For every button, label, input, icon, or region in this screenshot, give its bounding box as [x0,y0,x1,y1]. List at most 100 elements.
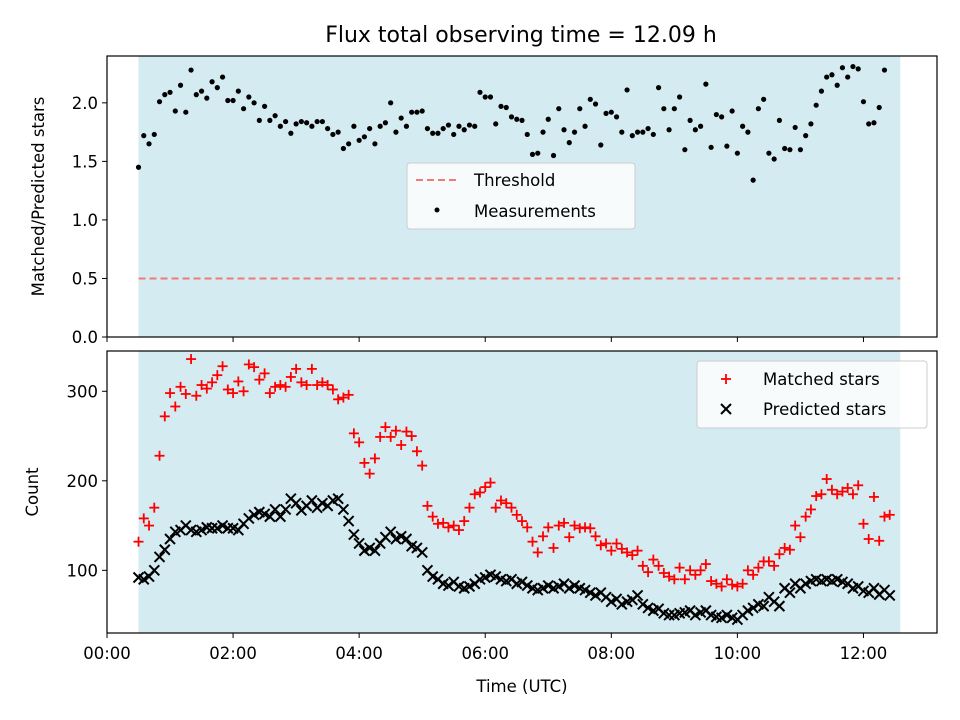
measurement-point [293,121,299,127]
matched-star-point [207,377,218,388]
matched-star-point [763,556,774,567]
matched-star-point [264,388,275,399]
measurement-point [645,125,651,132]
matched-star-point [616,543,627,554]
bottom-axes-frame [106,350,938,634]
matched-star-point [138,513,149,524]
bottom-x-tick-label: 04:00 [335,644,383,663]
matched-star-point [406,431,417,442]
matched-star-point [548,542,559,553]
measurement-point [750,177,756,183]
predicted-star-point [337,503,350,516]
measurement-point [298,118,304,125]
predicted-star-point [400,533,413,545]
measurement-point [650,131,656,138]
bottom-legend-box [696,360,928,429]
bottom-panel: 100 200 300 00:00 02:00 04:00 06:00 08:00 10:00… [23,350,938,696]
measurement-point [729,108,735,114]
matched-star-point [495,495,506,506]
matched-star-point [795,532,806,543]
measurement-point [713,111,719,118]
measurements-points [135,63,888,183]
predicted-star-point [516,576,528,588]
matched-star-point [711,578,722,589]
matched-star-point [606,545,617,556]
measurement-point [382,120,389,126]
measurement-point [177,82,184,88]
matched-star-point [411,446,422,457]
matched-star-point [312,380,323,391]
matched-star-point [364,468,375,479]
measurement-point [288,130,294,136]
legend-measurements-sample [434,207,440,213]
matched-star-point [348,428,359,439]
measurement-point [183,109,189,115]
predicted-star-point [631,589,644,602]
matched-star-point [296,377,307,388]
matched-star-point [249,362,260,373]
matched-star-point [291,363,302,374]
bottom-y-ticks: 100 200 300 [67,382,107,580]
measurement-point [356,137,362,143]
matched-star-point [165,388,176,399]
predicted-star-point [637,598,649,611]
measurement-point [461,127,467,133]
matched-star-point [853,480,864,491]
legend-x-marker [720,403,732,415]
measurement-point [493,121,499,127]
measurement-point [566,140,572,146]
matched-star-point [564,532,575,543]
measurement-point [682,147,688,153]
matched-star-point [133,536,144,547]
measurement-point [876,104,882,111]
matched-star-point [821,474,832,485]
measurement-point [740,123,746,129]
bottom-y-tick-label: 100 [67,561,99,580]
matched-star-point [485,477,496,488]
matched-star-point [359,457,370,468]
predicted-star-point [416,546,428,559]
matched-star-point [695,565,706,576]
matched-star-point [643,567,654,578]
matched-star-point [800,511,811,522]
matched-star-point [144,520,155,531]
matched-star-point [690,569,701,580]
legend-threshold-label: Threshold [473,171,555,190]
matched-star-point [527,536,538,547]
matched-star-point [233,376,244,387]
measurement-point [571,129,578,135]
measurement-point [235,88,241,94]
measurement-point [304,120,310,126]
top-y-tick-label: 0.0 [72,328,98,347]
measurement-point [214,85,220,91]
measurement-point [771,156,777,162]
predicted-star-point [747,602,759,614]
predicted-star-point [264,510,276,523]
measurement-point [135,164,142,170]
measurement-point [419,108,425,114]
matched-star-point [674,562,685,573]
matched-star-point [490,502,501,513]
measurement-point [440,125,446,132]
predicted-star-point [884,589,896,602]
measurement-point [550,152,557,159]
top-y-tick-label: 1.0 [72,211,98,230]
measurement-point [629,133,635,139]
measurement-point [787,147,793,153]
matched-star-point [175,381,186,392]
matched-star-point [464,502,475,513]
matched-star-point [543,522,554,533]
measurement-point [361,134,368,140]
measurement-point [372,141,378,147]
measurement-point [466,122,473,128]
matched-star-point [448,520,459,531]
matched-star-point [159,411,170,422]
matched-star-point [611,538,622,549]
measurement-point [188,67,194,73]
measurement-point [172,108,178,114]
matched-star-point [338,392,349,403]
measurement-point [393,129,399,135]
matched-star-point [511,509,522,520]
x-axis-label: Time (UTC) [475,677,567,696]
